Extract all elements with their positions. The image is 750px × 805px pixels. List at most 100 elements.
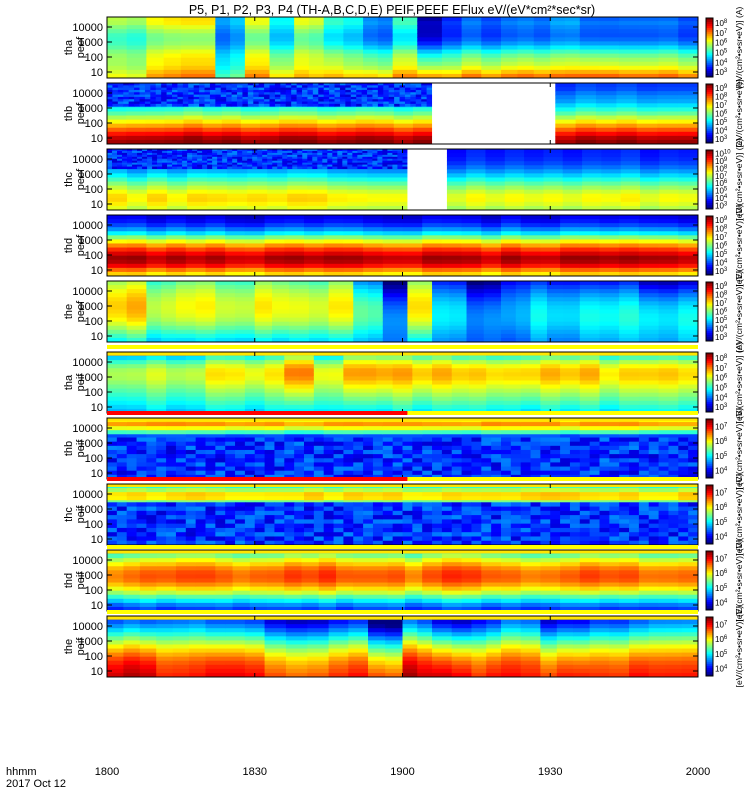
heatmap-cell [363,62,378,67]
heatmap-cell [245,372,265,377]
heatmap-cell [196,326,216,331]
heatmap-cell [432,301,450,306]
heatmap-cell [107,309,127,314]
heatmap-cell [324,268,344,273]
heatmap-cell [287,190,308,195]
heatmap-cell [247,173,268,178]
heatmap-cell [580,330,600,335]
heatmap-cell [521,360,541,365]
heatmap-cell [289,330,309,335]
heatmap-cell [187,173,208,178]
heatmap-cell [412,405,432,410]
heatmap-cell [393,50,418,55]
heatmap-cell [678,111,699,116]
heatmap-cell [659,227,679,232]
heatmap-cell [150,104,156,107]
heatmap-cell [206,389,226,394]
heatmap-cell [245,356,265,361]
heatmap-cell [659,149,679,154]
heatmap-cell [126,116,146,121]
heatmap-cell [164,124,184,129]
heatmap-cell [485,202,505,207]
heatmap-cell [289,301,309,306]
heatmap-cell [521,256,541,261]
heatmap-cell [215,37,230,42]
heatmap-cell [206,376,226,381]
heatmap-cell [521,372,541,377]
heatmap-cell [678,401,698,406]
heatmap-cell [580,285,600,290]
heatmap-cell [289,297,309,302]
heatmap-cell [127,301,147,306]
heatmap-cell [582,198,602,203]
heatmap-cell [659,252,679,257]
heatmap-cell [678,380,698,385]
heatmap-cell [107,252,127,257]
heatmap-cell [329,322,354,327]
heatmap-cell [289,322,309,327]
heatmap-cell [484,297,502,302]
heatmap-cell [146,50,164,55]
heatmap-cell [255,289,273,294]
heatmap-cell [309,37,324,42]
heatmap-cell [176,322,196,327]
heatmap-cell [555,95,576,100]
heatmap-cell [107,116,127,121]
heatmap-cell [324,215,344,220]
heatmap-cell [343,215,363,220]
heatmap-cell [486,368,504,373]
heatmap-cell [289,305,309,310]
heatmap-cell [619,334,639,339]
heatmap-cell [639,289,659,294]
heatmap-cell [146,25,164,30]
heatmap-cell [127,393,147,398]
heatmap-cell [640,149,660,154]
heatmap-cell [329,104,335,107]
heatmap-cell [324,252,344,257]
heatmap-cell [196,438,206,443]
heatmap-cell [596,87,617,92]
heatmap-cell [363,70,378,75]
heatmap-cell [462,41,482,46]
heatmap-cell [417,25,442,30]
heatmap-cell [107,58,127,63]
heatmap-cell [280,104,286,107]
heatmap-cell [565,21,580,26]
heatmap-cell [563,297,580,302]
heatmap-cell [287,186,308,191]
heatmap-cell [601,182,621,187]
heatmap-cell [307,186,328,191]
heatmap-cell [452,397,470,402]
heatmap-cell [531,322,548,327]
heatmap-cell [265,438,275,443]
heatmap-cell [582,157,602,162]
heatmap-cell [376,376,393,381]
heatmap-cell [343,426,363,431]
y-tick-label: 10 [91,133,103,145]
heatmap-cell [343,54,363,59]
heatmap-cell [324,248,344,253]
heatmap-cell [547,326,564,331]
heatmap-cell [255,314,273,319]
heatmap-cell [639,422,659,427]
heatmap-cell [659,182,679,187]
heatmap-cell [621,182,641,187]
heatmap-cell [127,243,147,248]
heatmap-cell [432,385,452,390]
heatmap-cell [543,186,563,191]
heatmap-cell [166,438,176,443]
heatmap-cell [196,334,216,339]
heatmap-cell [324,471,334,476]
heatmap-cell [600,385,620,390]
heatmap-cell [298,116,318,121]
heatmap-cell [469,405,487,410]
heatmap-cell [619,219,639,224]
heatmap-cell [580,380,600,385]
heatmap-cell [367,198,388,203]
heatmap-cell [329,356,344,361]
heatmap-cell [467,289,485,294]
heatmap-cell [659,422,679,427]
heatmap-cell [307,177,328,182]
heatmap-cell [307,198,328,203]
heatmap-cell [540,380,560,385]
